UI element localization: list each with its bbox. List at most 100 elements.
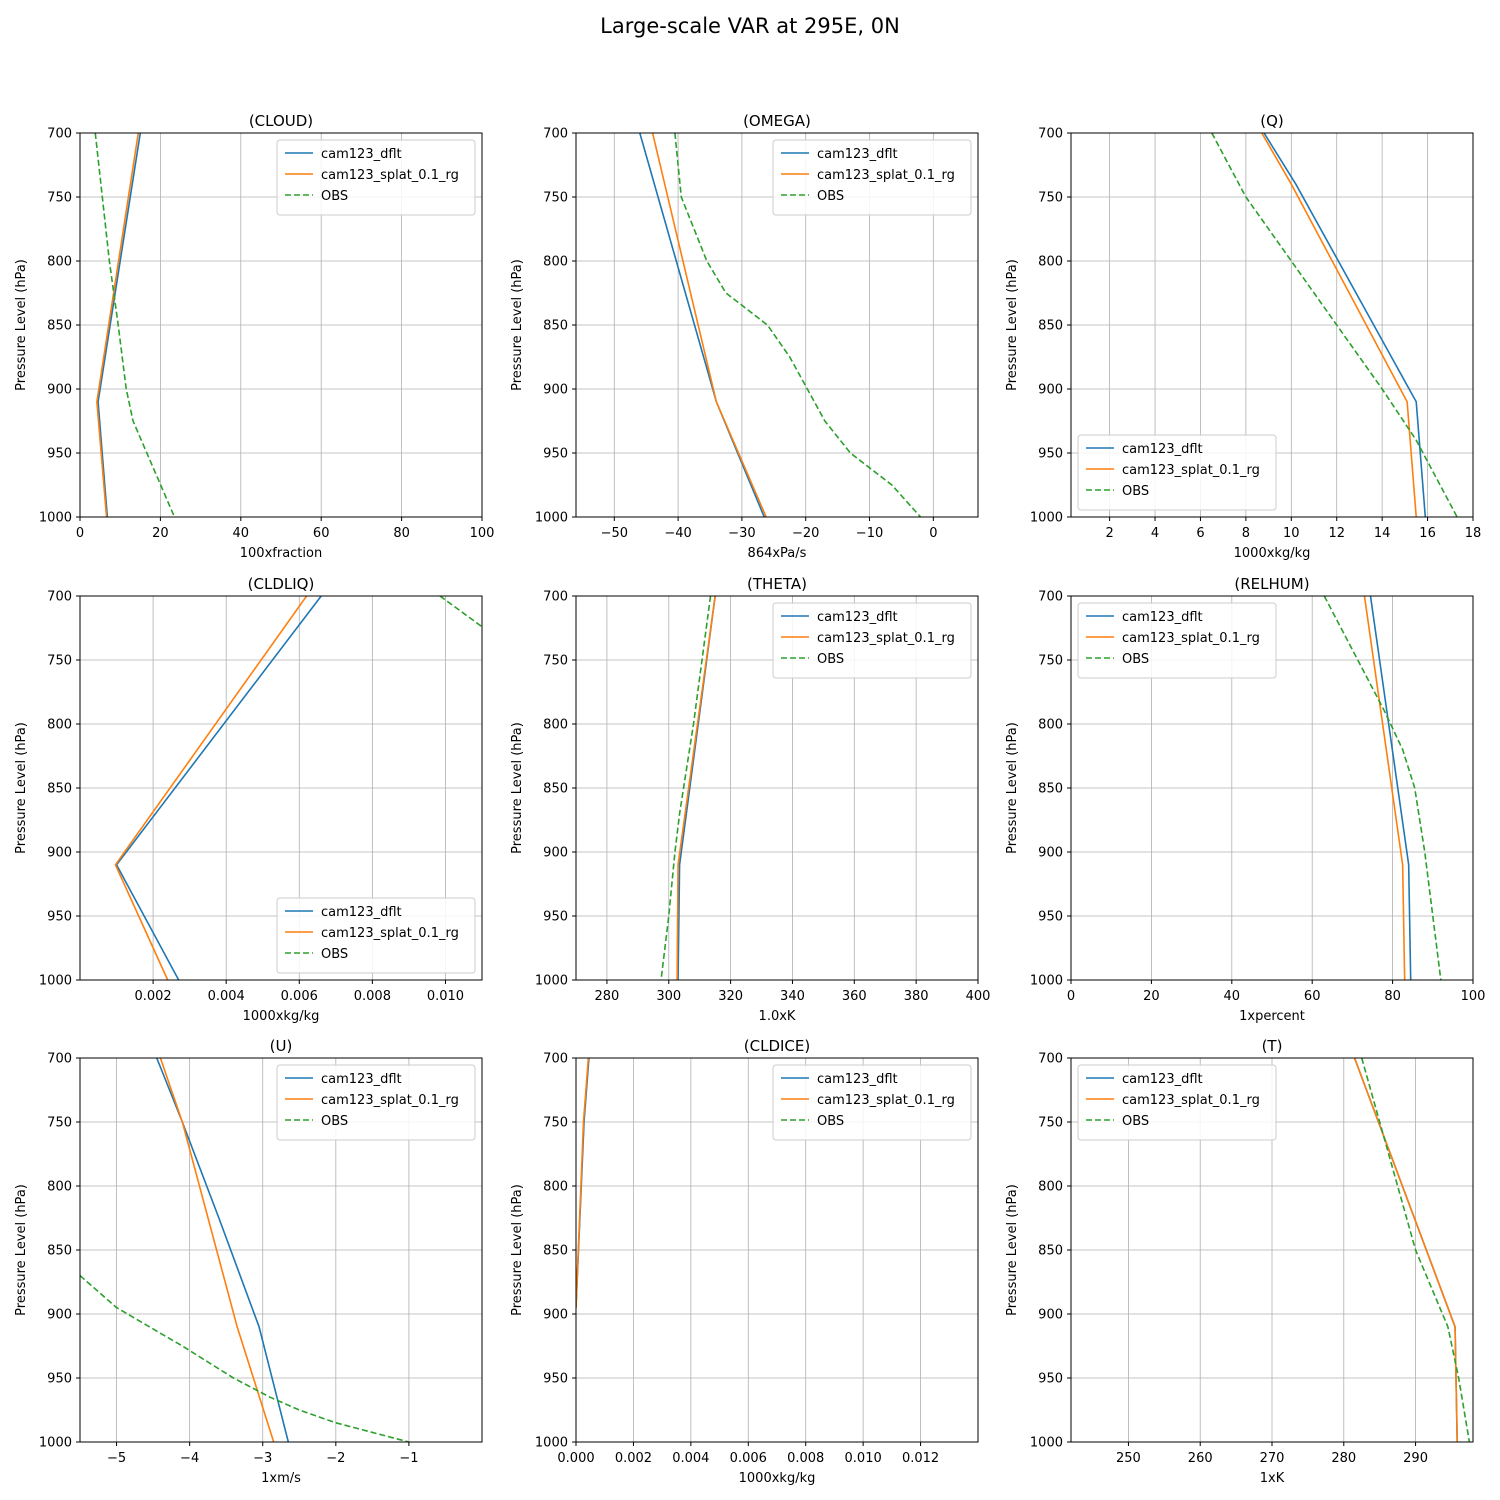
chart-8-xtick-label-6: 0.012 — [902, 1451, 939, 1466]
chart-4-xtick-label-3: 0.008 — [354, 989, 391, 1004]
chart-7-series-cam123_splat_0.1_rg — [159, 1058, 275, 1442]
chart-4-legend-label-2: OBS — [321, 947, 348, 962]
chart-9-xtick-label-0: 250 — [1116, 1451, 1141, 1466]
chart-1-xtick-label-5: 100 — [470, 526, 495, 541]
chart-4: 0.002 0.004 0.006 0.008 0.010 700 750 800 850 900… — [14, 575, 483, 1024]
chart-8-legend-label-0: cam123_dflt — [817, 1072, 898, 1087]
chart-2-legend: cam123_dflt cam123_splat_0.1_rg OBS — [772, 139, 972, 216]
chart-3-xtick-label-4: 10 — [1283, 526, 1300, 541]
chart-3-xtick-label-7: 16 — [1419, 526, 1436, 541]
chart-3-series-cam123_splat_0.1_rg — [1261, 133, 1418, 517]
figure-title: Large-scale VAR at 295E, 0N — [600, 14, 900, 38]
chart-6-ytick-label-2: 800 — [1038, 718, 1063, 733]
chart-4-xtick-label-2: 0.006 — [281, 989, 318, 1004]
chart-2: −50 −40 −30 −20 −10 0 700 750 800 850 900 950 1000 (O… — [510, 112, 979, 561]
chart-9-ytick-label-0: 700 — [1038, 1052, 1063, 1067]
chart-3-title: (Q) — [1260, 112, 1284, 130]
chart-2-series-cam123_splat_0.1_rg — [651, 133, 767, 517]
chart-6-legend-label-1: cam123_splat_0.1_rg — [1122, 631, 1260, 646]
chart-4-xtick-label-4: 0.010 — [427, 989, 464, 1004]
chart-4-ytick-label-4: 900 — [47, 846, 72, 861]
chart-4-xlabel: 1000xkg/kg — [243, 1009, 320, 1024]
chart-4-ytick-label-2: 800 — [47, 718, 72, 733]
chart-9-xlabel: 1xK — [1260, 1471, 1285, 1486]
chart-1-series-cam123_dflt — [97, 133, 142, 517]
chart-9-legend-label-0: cam123_dflt — [1122, 1072, 1203, 1087]
chart-2-legend-label-2: OBS — [817, 189, 844, 204]
chart-6-xtick-label-3: 60 — [1304, 989, 1321, 1004]
chart-3-ytick-label-1: 750 — [1038, 191, 1063, 206]
chart-6-series-cam123_dflt — [1369, 596, 1412, 980]
chart-7-xtick-label-3: −2 — [326, 1451, 345, 1466]
chart-6-ytick-label-3: 850 — [1038, 782, 1063, 797]
chart-1-xtick-label-1: 20 — [152, 526, 169, 541]
chart-4-ytick-label-6: 1000 — [39, 974, 72, 989]
chart-7-xtick-label-4: −1 — [399, 1451, 418, 1466]
chart-2-xtick-label-5: 0 — [929, 526, 937, 541]
chart-2-ytick-label-6: 1000 — [535, 511, 568, 526]
chart-4-ytick-label-0: 700 — [47, 590, 72, 605]
chart-5-xlabel: 1.0xK — [759, 1009, 796, 1024]
chart-5-series-cam123_splat_0.1_rg — [676, 596, 716, 980]
chart-3: 2 4 6 8 10 12 14 16 18 700 750 800 850 900 950 1000 (Q) 1… — [1005, 112, 1481, 561]
chart-8-legend: cam123_dflt cam123_splat_0.1_rg OBS — [772, 1064, 972, 1141]
chart-4-legend: cam123_dflt cam123_splat_0.1_rg OBS — [276, 897, 476, 974]
chart-7-legend-label-2: OBS — [321, 1114, 348, 1129]
chart-6-ylabel: Pressure Level (hPa) — [1005, 722, 1020, 854]
chart-3-ytick-label-0: 700 — [1038, 127, 1063, 142]
chart-7-ytick-label-0: 700 — [47, 1052, 72, 1067]
chart-7-ylabel: Pressure Level (hPa) — [14, 1184, 29, 1316]
chart-7-legend: cam123_dflt cam123_splat_0.1_rg OBS — [276, 1064, 476, 1141]
chart-5-ytick-label-0: 700 — [543, 590, 568, 605]
chart-8-series-cam123_splat_0.1_rg — [576, 1058, 590, 1308]
chart-1-ytick-label-6: 1000 — [39, 511, 72, 526]
chart-1-ytick-label-0: 700 — [47, 127, 72, 142]
chart-5-ytick-label-3: 850 — [543, 782, 568, 797]
chart-7-legend-label-1: cam123_splat_0.1_rg — [321, 1093, 459, 1108]
chart-8-ytick-label-0: 700 — [543, 1052, 568, 1067]
chart-5-legend-label-0: cam123_dflt — [817, 610, 898, 625]
chart-7-series-cam123_dflt — [156, 1058, 290, 1442]
chart-2-xtick-label-1: −40 — [664, 526, 691, 541]
chart-3-ytick-label-6: 1000 — [1030, 511, 1063, 526]
chart-9-ytick-label-4: 900 — [1038, 1308, 1063, 1323]
chart-4-series-cam123_splat_0.1_rg — [114, 596, 308, 980]
chart-8-xlabel: 1000xkg/kg — [739, 1471, 816, 1486]
chart-8-xtick-label-4: 0.008 — [787, 1451, 824, 1466]
chart-1: 0 20 40 60 80 100 700 750 800 850 900 950 1000 (CLOUD… — [14, 112, 494, 561]
chart-1-series-cam123_splat_0.1_rg — [96, 133, 140, 517]
chart-9-legend-label-2: OBS — [1122, 1114, 1149, 1129]
chart-4-legend-box — [276, 897, 476, 974]
chart-9-title: (T) — [1262, 1037, 1283, 1055]
chart-5-ytick-label-5: 950 — [543, 910, 568, 925]
chart-1-legend-box — [276, 139, 476, 216]
chart-8-ytick-label-5: 950 — [543, 1372, 568, 1387]
chart-9-ylabel: Pressure Level (hPa) — [1005, 1184, 1020, 1316]
chart-9-ytick-label-2: 800 — [1038, 1180, 1063, 1195]
chart-8-xtick-label-1: 0.002 — [615, 1451, 652, 1466]
chart-1-legend-label-2: OBS — [321, 189, 348, 204]
chart-4-ytick-label-5: 950 — [47, 910, 72, 925]
chart-6-ytick-label-1: 750 — [1038, 654, 1063, 669]
chart-5-xtick-label-4: 360 — [842, 989, 867, 1004]
chart-5-legend-label-1: cam123_splat_0.1_rg — [817, 631, 955, 646]
chart-3-legend-label-2: OBS — [1122, 484, 1149, 499]
chart-9-ytick-label-3: 850 — [1038, 1244, 1063, 1259]
chart-6-xtick-label-1: 20 — [1143, 989, 1160, 1004]
chart-6-legend-label-0: cam123_dflt — [1122, 610, 1203, 625]
chart-7-legend-label-0: cam123_dflt — [321, 1072, 402, 1087]
chart-9-legend: cam123_dflt cam123_splat_0.1_rg OBS — [1077, 1064, 1277, 1141]
chart-5-xtick-label-2: 320 — [718, 989, 743, 1004]
chart-7-xlabel: 1xm/s — [261, 1471, 301, 1486]
chart-7-ytick-label-4: 900 — [47, 1308, 72, 1323]
chart-2-legend-box — [772, 139, 972, 216]
chart-1-legend: cam123_dflt cam123_splat_0.1_rg OBS — [276, 139, 476, 216]
chart-8-xtick-label-3: 0.006 — [730, 1451, 767, 1466]
chart-5-legend: cam123_dflt cam123_splat_0.1_rg OBS — [772, 602, 972, 679]
chart-3-xtick-label-3: 8 — [1242, 526, 1250, 541]
chart-8-ytick-label-3: 850 — [543, 1244, 568, 1259]
chart-1-ytick-label-5: 950 — [47, 447, 72, 462]
chart-6: 0 20 40 60 80 100 700 750 800 850 900 950 1000 (RELHU… — [1005, 575, 1485, 1024]
chart-4-series-OBS — [439, 596, 482, 628]
chart-9-xtick-label-1: 260 — [1188, 1451, 1213, 1466]
